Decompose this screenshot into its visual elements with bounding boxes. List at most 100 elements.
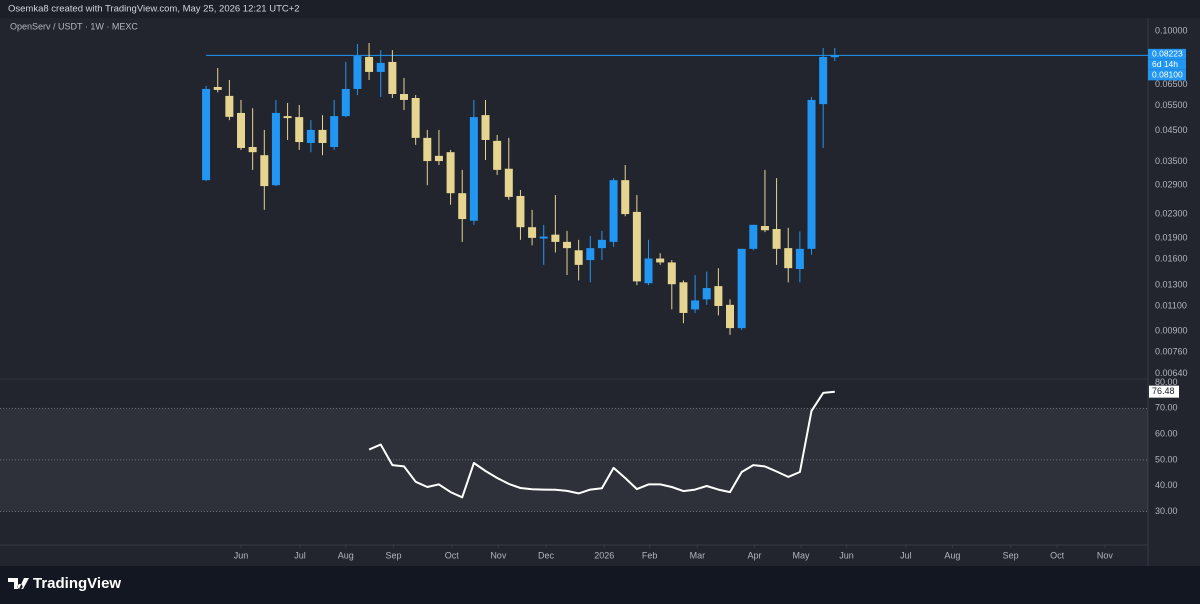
candle-body <box>586 248 595 261</box>
price-label: 0.08100 <box>1152 70 1183 80</box>
x-tick-label: Jul <box>900 550 912 560</box>
y-tick-label: 0.00900 <box>1155 325 1188 335</box>
x-tick-label: Oct <box>445 550 460 560</box>
candle-body <box>784 248 793 269</box>
candle-body <box>830 55 839 58</box>
x-tick-label: Nov <box>490 550 507 560</box>
candle-body <box>597 239 606 249</box>
candle-body <box>365 56 374 72</box>
candle-body <box>388 61 397 95</box>
candle-body <box>504 168 513 197</box>
candle-body <box>341 88 350 117</box>
candle-body <box>481 115 490 140</box>
x-tick-label: 2026 <box>594 550 614 560</box>
y-tick-label: 0.02900 <box>1155 180 1188 190</box>
candle-body <box>423 137 432 162</box>
candle-body <box>609 180 618 242</box>
y-tick-label: 0.00640 <box>1155 368 1188 378</box>
value-label-box <box>1149 385 1179 398</box>
candle-body <box>295 117 304 143</box>
candle-body <box>260 155 269 187</box>
candle-body <box>760 226 769 231</box>
y-tick-label: 0.01900 <box>1155 232 1188 242</box>
y-tick-label: 70.00 <box>1155 403 1178 413</box>
candle-body <box>469 117 478 221</box>
candle-body <box>528 227 537 238</box>
y-tick-label: 0.01300 <box>1155 280 1188 290</box>
candle-body <box>819 56 828 105</box>
candle-body <box>318 129 327 143</box>
logo-text: TradingView <box>33 575 121 592</box>
rsi-line <box>368 390 835 499</box>
candle-body <box>691 300 700 310</box>
candle-body <box>737 248 746 329</box>
value-label: 76.48 <box>1152 386 1175 396</box>
y-tick-label: 0.03500 <box>1155 156 1188 166</box>
y-tick-label: 0.01100 <box>1155 300 1187 310</box>
price-label-box <box>1148 69 1186 81</box>
price-label: 6d 14h <box>1152 59 1178 69</box>
candle-body <box>714 286 723 306</box>
candle-body <box>306 129 315 143</box>
x-tick-label: Jul <box>294 550 306 560</box>
price-label-box <box>1148 48 1186 60</box>
candle-body <box>283 116 292 119</box>
candle-body <box>563 241 572 249</box>
y-tick-label: 30.00 <box>1155 506 1178 516</box>
x-tick-label: May <box>793 550 811 560</box>
candle-body <box>330 116 339 148</box>
candle-body <box>353 56 362 89</box>
candle-body <box>667 262 676 285</box>
x-tick-label: Jun <box>839 550 854 560</box>
candle-body <box>795 248 804 270</box>
candle-body <box>632 211 641 282</box>
y-tick-label: 0.01600 <box>1155 254 1188 264</box>
y-tick-label: 0.05500 <box>1155 100 1188 110</box>
candle-body <box>772 229 781 249</box>
candle-body <box>551 234 560 242</box>
header-bar <box>0 0 1200 18</box>
candle-body <box>400 94 409 100</box>
chart-panel <box>0 0 1200 566</box>
x-tick-label: Sep <box>386 550 402 560</box>
candle-body <box>271 112 280 186</box>
price-label-box <box>1148 59 1186 70</box>
logo-icon <box>8 578 29 589</box>
candle-body <box>726 304 735 329</box>
candle-body <box>458 193 467 220</box>
y-tick-label: 0.00760 <box>1155 346 1188 356</box>
candle-body <box>807 99 816 249</box>
candle-body <box>493 140 502 170</box>
candle-body <box>237 112 246 148</box>
x-tick-label: Apr <box>747 550 761 560</box>
x-tick-label: Jun <box>234 550 249 560</box>
y-tick-label: 50.00 <box>1155 454 1178 464</box>
candle-body <box>621 180 630 215</box>
x-tick-label: Nov <box>1097 550 1114 560</box>
y-tick-label: 60.00 <box>1155 429 1178 439</box>
candle-body <box>539 236 548 239</box>
candle-body <box>225 95 234 117</box>
x-tick-label: Sep <box>1003 550 1019 560</box>
candle-body <box>644 258 653 284</box>
candle-body <box>679 282 688 313</box>
y-tick-label: 0.02300 <box>1155 208 1188 218</box>
candle-body <box>574 250 583 265</box>
y-tick-label: 0.06500 <box>1155 79 1188 89</box>
y-tick-label: 0.10000 <box>1155 25 1188 35</box>
x-tick-label: Dec <box>538 550 555 560</box>
x-tick-label: Feb <box>642 550 658 560</box>
y-tick-label: 0.04500 <box>1155 125 1188 135</box>
price-label: 0.08223 <box>1152 49 1183 59</box>
candle-body <box>376 62 385 72</box>
x-tick-label: Aug <box>944 550 960 560</box>
candle-body <box>411 97 420 138</box>
candle-body <box>248 147 257 153</box>
candle-body <box>749 224 758 249</box>
candle-body <box>516 195 525 228</box>
chart-title: OpenServ / USDT · 1W · MEXC <box>10 21 138 31</box>
y-tick-label: 40.00 <box>1155 480 1178 490</box>
x-tick-label: Mar <box>690 550 706 560</box>
